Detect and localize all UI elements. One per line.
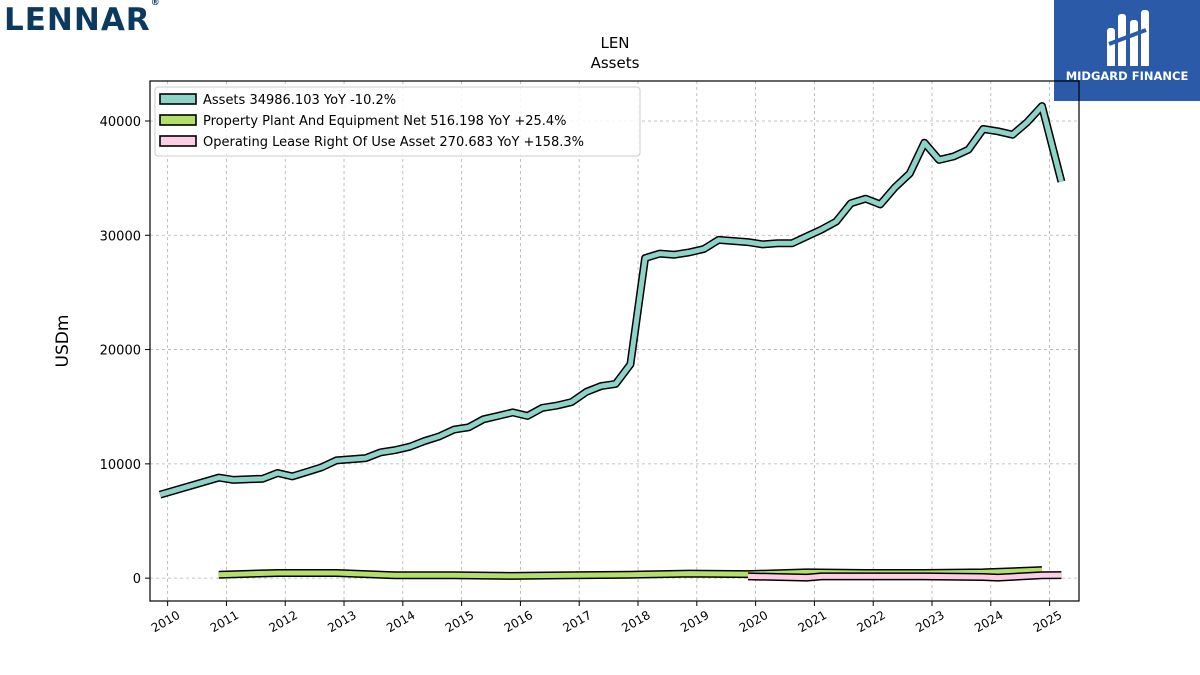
series-lines — [158, 102, 1066, 582]
y-axis: 0 10000 20000 30000 40000 — [100, 115, 150, 587]
x-tick-label: 2025 — [1031, 608, 1064, 635]
series-outline — [158, 102, 1066, 499]
y-tick-label: 30000 — [100, 229, 141, 244]
x-tick-label: 2024 — [972, 608, 1005, 635]
x-tick-label: 2013 — [325, 608, 358, 635]
lennar-logo: LENNAR® — [4, 0, 160, 38]
midgard-finance-badge: MIDGARD FINANCE — [1054, 0, 1200, 101]
x-tick-label: 2021 — [796, 608, 829, 635]
x-tick-label: 2017 — [560, 608, 593, 635]
x-axis: 2010 2011 2012 2013 2014 2015 2016 2017 2018 2019… — [149, 601, 1064, 635]
series-line — [159, 103, 1064, 498]
x-tick-label: 2016 — [502, 608, 535, 635]
legend-label: Operating Lease Right Of Use Asset 270.6… — [203, 135, 584, 150]
x-tick-label: 2018 — [619, 608, 652, 635]
x-tick-label: 2023 — [913, 608, 946, 635]
x-tick-label: 2014 — [384, 608, 417, 635]
logo-text: LENNAR — [4, 2, 151, 38]
legend-swatch — [159, 93, 197, 105]
plot-frame — [149, 80, 1080, 602]
x-tick-label: 2015 — [443, 608, 476, 635]
y-axis-label: USDm — [53, 315, 73, 368]
x-tick-label: 2012 — [267, 608, 300, 635]
y-tick-label: 20000 — [100, 344, 141, 359]
legend-swatch — [159, 114, 197, 126]
x-tick-label: 2010 — [149, 608, 182, 635]
legend-label: Property Plant And Equipment Net 516.198… — [203, 114, 567, 129]
y-tick-label: 0 — [133, 572, 141, 587]
midgard-logo-icon — [1107, 10, 1149, 66]
grid — [150, 81, 1079, 601]
legend-swatch — [159, 135, 197, 147]
registered-mark: ® — [150, 0, 160, 8]
chart-title: LEN — [600, 34, 629, 52]
legend-frame — [154, 86, 641, 157]
badge-text: MIDGARD FINANCE — [1065, 69, 1189, 83]
x-tick-label: 2011 — [208, 608, 241, 635]
legend-label: Assets 34986.103 YoY -10.2% — [203, 93, 396, 108]
y-tick-label: 10000 — [100, 458, 141, 473]
y-tick-label: 40000 — [100, 115, 141, 130]
x-tick-label: 2019 — [678, 608, 711, 635]
x-tick-label: 2022 — [854, 608, 887, 635]
series-line — [747, 572, 1062, 581]
chart-subtitle: Assets — [591, 54, 640, 72]
legend: Assets 34986.103 YoY -10.2% Property Plan… — [154, 86, 641, 157]
x-tick-label: 2020 — [737, 608, 770, 635]
